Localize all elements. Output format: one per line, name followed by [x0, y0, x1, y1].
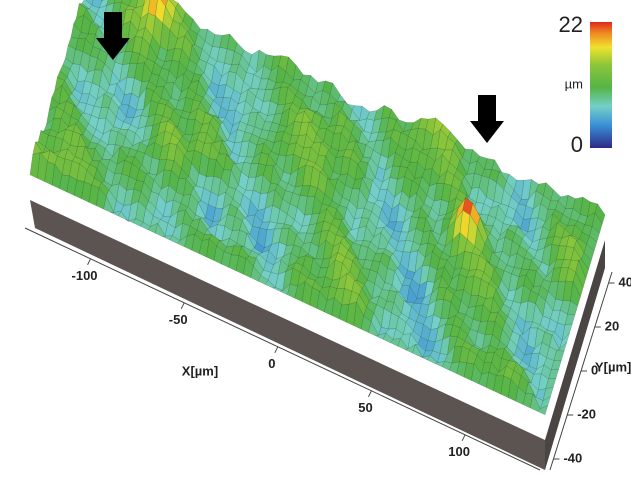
x-tick-label: 100	[448, 444, 470, 459]
colorbar-max: 22	[559, 12, 583, 37]
colorbar-label: µm	[565, 76, 583, 91]
y-axis-label: Y[µm]	[595, 359, 631, 374]
x-tick-label: -100	[72, 268, 98, 283]
colorbar	[590, 22, 612, 148]
x-tick-label: 0	[268, 356, 275, 371]
y-tick-label: -20	[577, 406, 596, 421]
x-tick	[462, 435, 465, 441]
colorbar-min: 0	[571, 132, 583, 157]
y-tick-label: 20	[605, 318, 619, 333]
arrow	[470, 95, 504, 143]
x-tick-label: -50	[169, 312, 188, 327]
x-tick	[88, 259, 91, 265]
y-tick-label: 40	[619, 274, 631, 289]
x-tick-label: 50	[358, 400, 372, 415]
y-tick-label: 0	[591, 362, 598, 377]
x-axis-label: X[µm]	[182, 363, 218, 378]
chart: 22 0 µm X[µm] Y[µm] -100 -50 0 50 100 -40 -20 0…	[0, 0, 631, 489]
x-tick	[181, 303, 184, 309]
x-tick	[368, 391, 371, 397]
y-tick-label: -40	[563, 450, 582, 465]
x-tick	[275, 347, 278, 353]
page: 22 0 µm X[µm] Y[µm] -100 -50 0 50 100 -40 -20 0…	[0, 0, 631, 489]
